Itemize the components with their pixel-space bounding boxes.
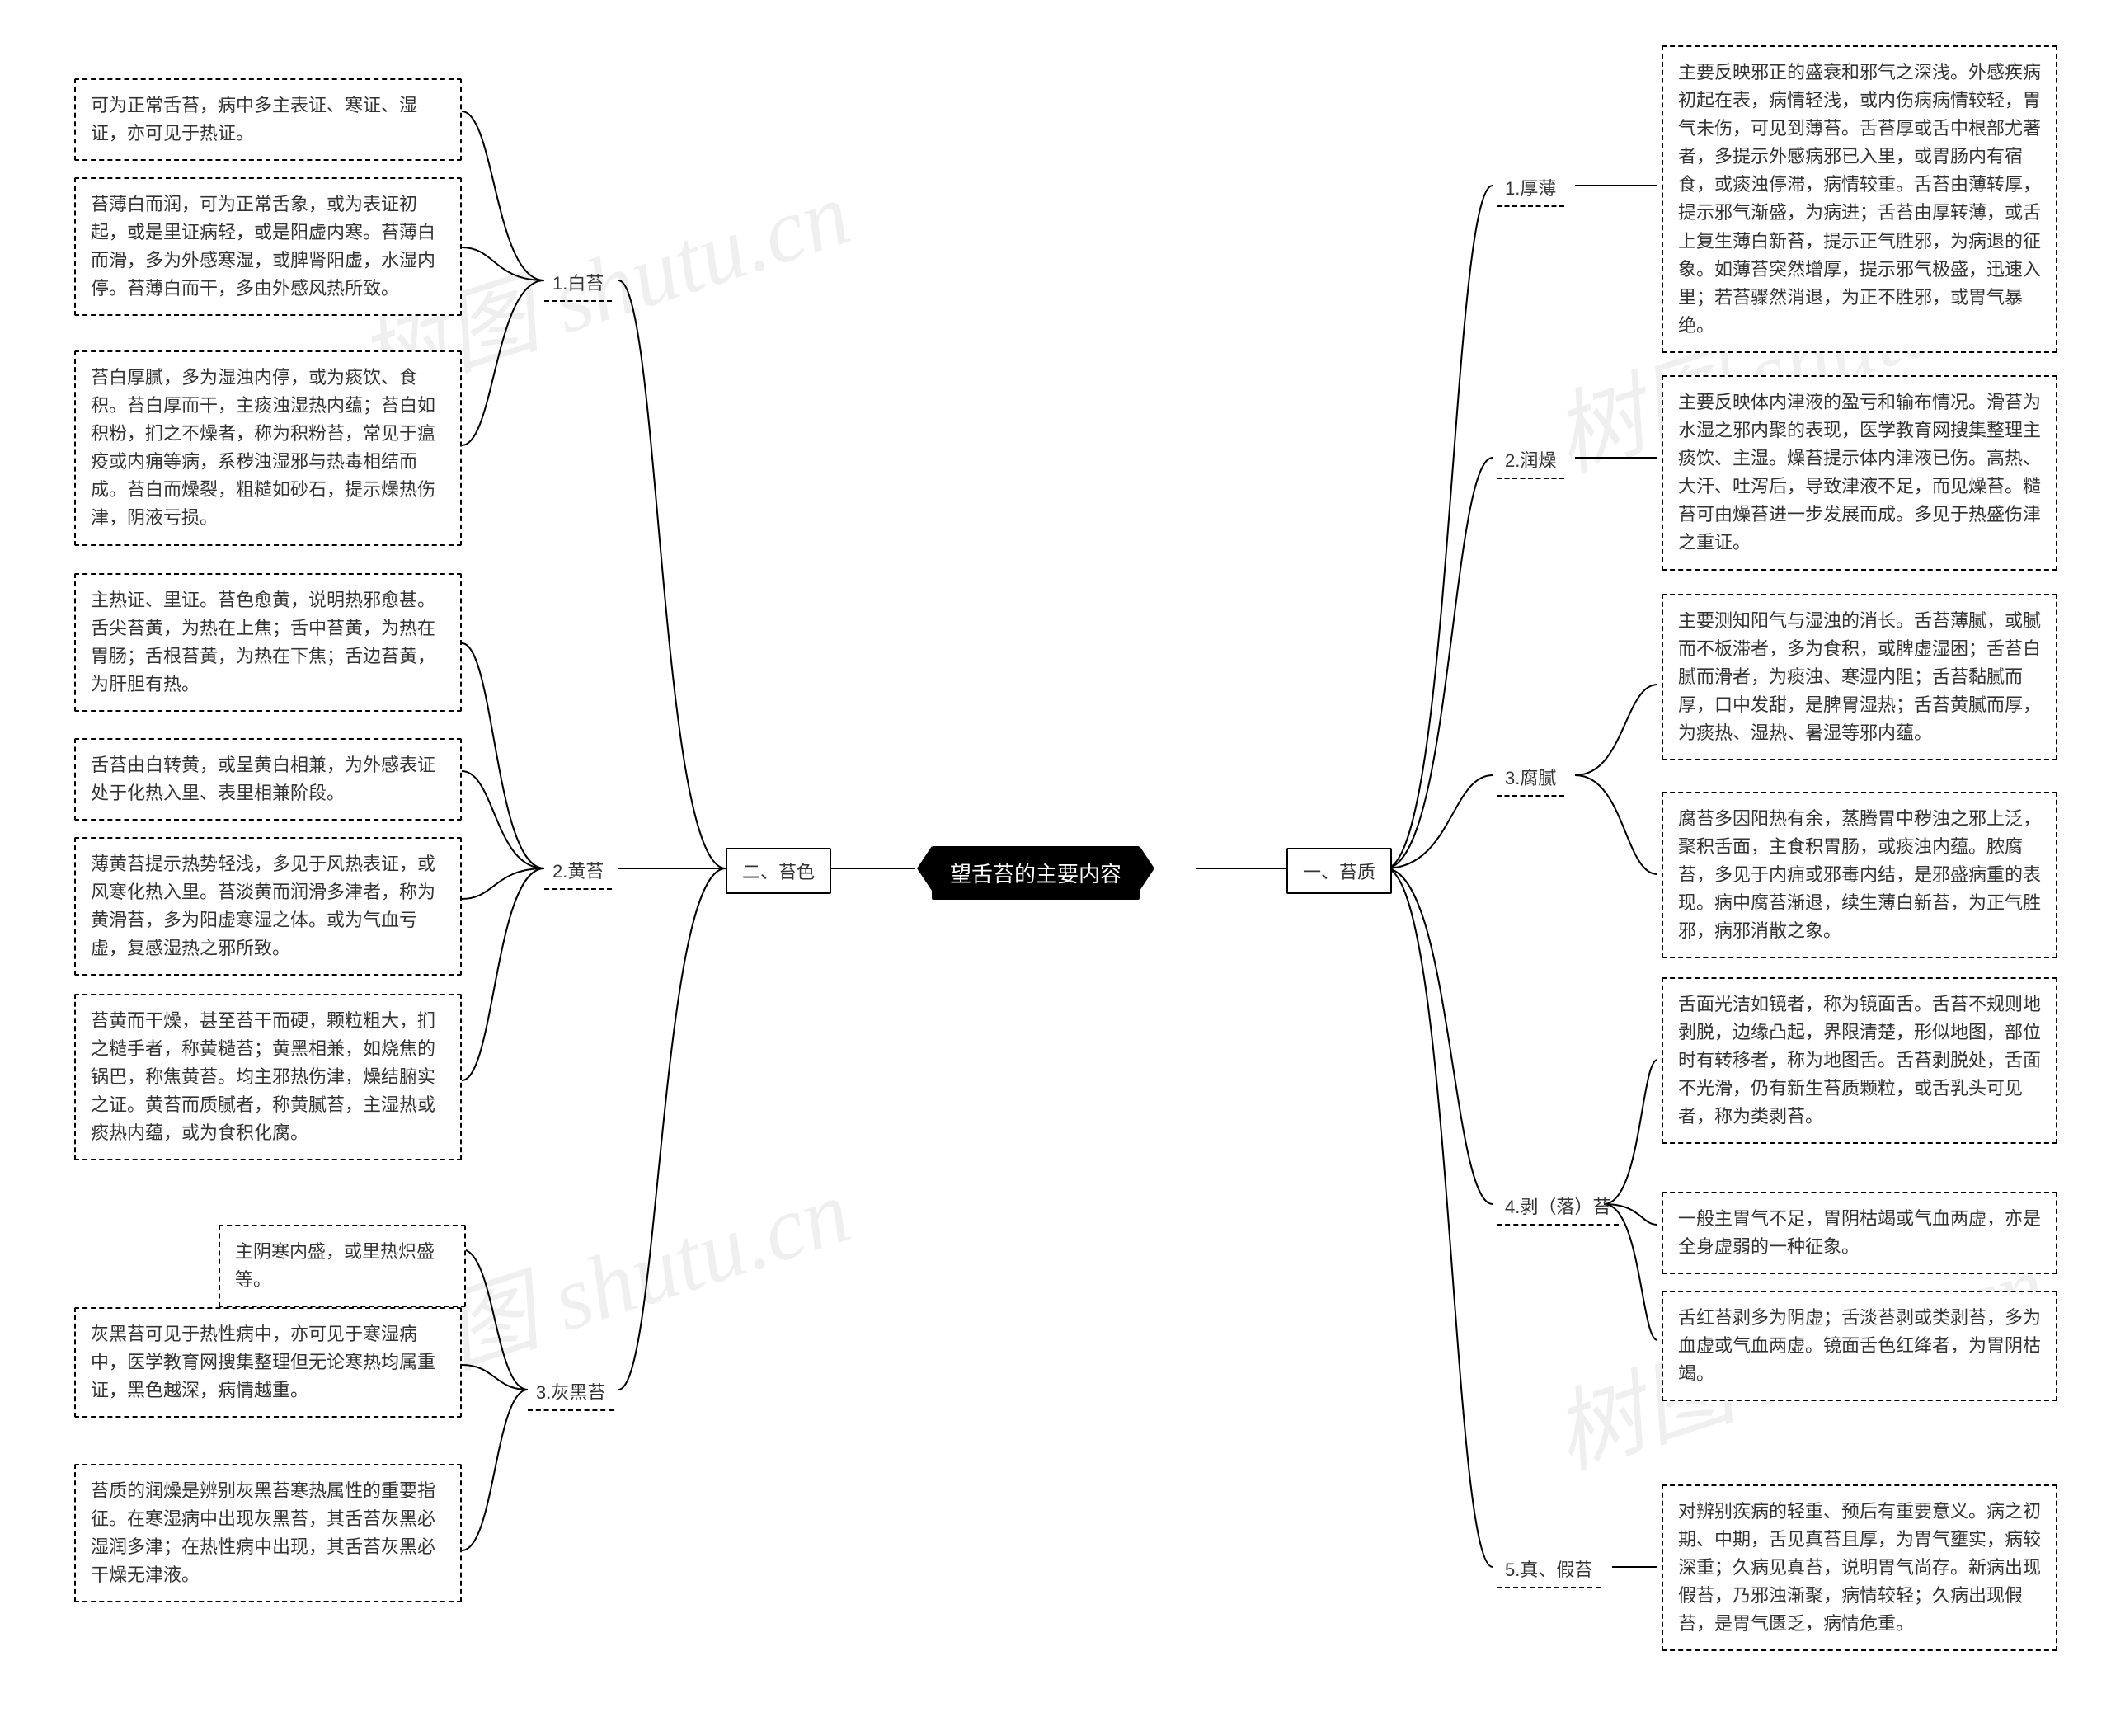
- leaf-funi-1: 主要测知阳气与湿浊的消长。舌苔薄腻，或腻而不板滞者，多为食积，或脾虚湿困；舌苔白…: [1662, 594, 2057, 760]
- leaf-runzao-1: 主要反映体内津液的盈亏和输布情况。滑苔为水湿之邪内聚的表现，医学教育网搜集整理主…: [1662, 375, 2057, 571]
- root-node: 望舌苔的主要内容: [932, 846, 1140, 900]
- branch-taizhi: 一、苔质: [1286, 848, 1392, 894]
- leaf-huangtai-4: 苔黄而干燥，甚至苔干而硬，颗粒粗大，扪之糙手者，称黄糙苔；黄黑相兼，如烧焦的锅巴…: [74, 994, 462, 1160]
- leaf-huangtai-3: 薄黄苔提示热势轻浅，多见于风热表证，或风寒化热入里。苔淡黄而润滑多津者，称为黄滑…: [74, 837, 462, 976]
- leaf-zhenjia-1: 对辨别疾病的轻重、预后有重要意义。病之初期、中期，舌见真苔且厚，为胃气壅实，病较…: [1662, 1484, 2057, 1651]
- leaf-boluo-1: 舌面光洁如镜者，称为镜面舌。舌苔不规则地剥脱，边缘凸起，界限清楚，形似地图，部位…: [1662, 977, 2057, 1144]
- leaf-huihei-1: 主阴寒内盛，或里热炽盛等。: [219, 1225, 466, 1307]
- branch-taise: 二、苔色: [726, 848, 831, 894]
- sub-funi: 3.腐腻: [1497, 759, 1564, 797]
- leaf-boluo-3: 舌红苔剥多为阴虚；舌淡苔剥或类剥苔，多为血虚或气血两虚。镜面舌色红绛者，为胃阴枯…: [1662, 1291, 2057, 1401]
- leaf-huangtai-2: 舌苔由白转黄，或呈黄白相兼，为外感表证处于化热入里、表里相兼阶段。: [74, 738, 462, 821]
- leaf-baitai-3: 苔白厚腻，多为湿浊内停，或为痰饮、食积。苔白厚而干，主痰浊湿热内蕴；苔白如积粉，…: [74, 350, 462, 546]
- sub-houbao: 1.厚薄: [1497, 169, 1564, 207]
- leaf-baitai-1: 可为正常舌苔，病中多主表证、寒证、湿证，亦可见于热证。: [74, 78, 462, 161]
- sub-huiheitai: 3.灰黑苔: [528, 1373, 614, 1411]
- leaf-funi-2: 腐苔多因阳热有余，蒸腾胃中秽浊之邪上泛，聚积舌面，主食积胃肠，或痰浊内蕴。脓腐苔…: [1662, 792, 2057, 958]
- sub-zhenjia: 5.真、假苔: [1497, 1550, 1601, 1588]
- sub-huangtai: 2.黄苔: [544, 852, 612, 890]
- leaf-boluo-2: 一般主胃气不足，胃阴枯竭或气血两虚，亦是全身虚弱的一种征象。: [1662, 1192, 2057, 1274]
- leaf-huihei-3: 苔质的润燥是辨别灰黑苔寒热属性的重要指征。在寒湿病中出现灰黑苔，其舌苔灰黑必湿润…: [74, 1464, 462, 1602]
- sub-boluo: 4.剥（落）苔: [1497, 1188, 1619, 1226]
- leaf-huihei-2: 灰黑苔可见于热性病中，亦可见于寒湿病中，医学教育网搜集整理但无论寒热均属重证，黑…: [74, 1307, 462, 1418]
- leaf-houbao-1: 主要反映邪正的盛衰和邪气之深浅。外感疾病初起在表，病情轻浅，或内伤病病情较轻，胃…: [1662, 45, 2057, 353]
- leaf-baitai-2: 苔薄白而润，可为正常舌象，或为表证初起，或是里证病轻，或是阳虚内寒。苔薄白而滑，…: [74, 177, 462, 316]
- leaf-huangtai-1: 主热证、里证。苔色愈黄，说明热邪愈甚。舌尖苔黄，为热在上焦；舌中苔黄，为热在胃肠…: [74, 573, 462, 712]
- sub-runzao: 2.润燥: [1497, 441, 1564, 479]
- sub-baitai: 1.白苔: [544, 264, 612, 302]
